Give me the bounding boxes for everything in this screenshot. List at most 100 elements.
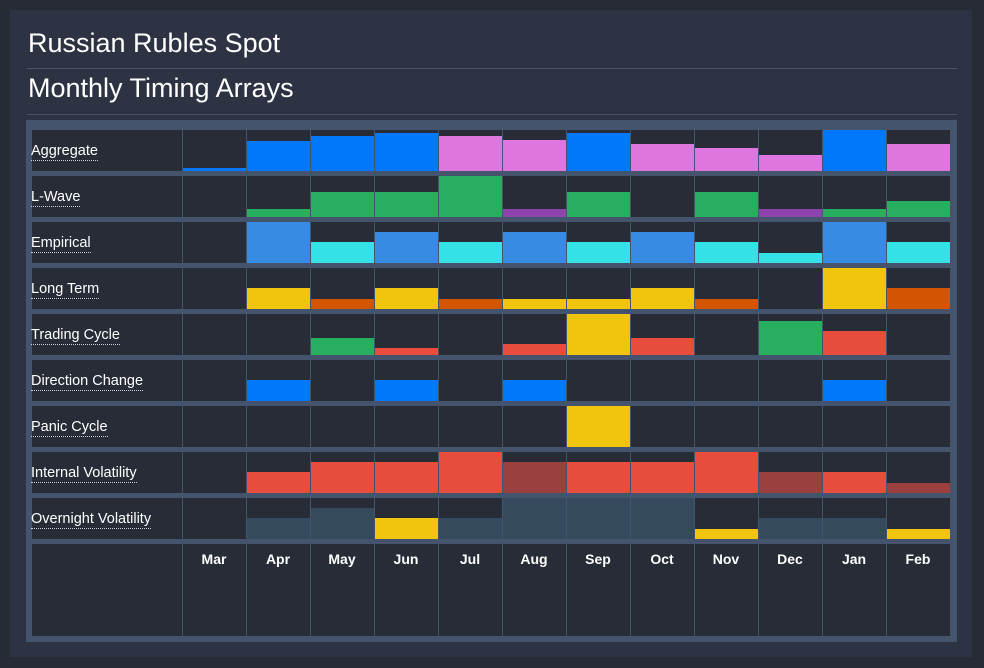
grid-cell bbox=[311, 406, 374, 447]
timing-bar bbox=[823, 209, 886, 217]
grid-cell bbox=[183, 498, 246, 539]
timing-bar bbox=[311, 192, 374, 217]
timing-bar bbox=[759, 253, 822, 263]
grid-cell bbox=[183, 452, 246, 493]
timing-bar bbox=[247, 288, 310, 309]
grid-cell bbox=[311, 360, 374, 401]
timing-bar bbox=[567, 314, 630, 355]
timing-bar bbox=[311, 462, 374, 493]
timing-bar bbox=[503, 232, 566, 263]
timing-bar bbox=[375, 192, 438, 217]
timing-bar bbox=[503, 299, 566, 309]
row-label[interactable]: Long Term bbox=[31, 281, 100, 299]
row-label[interactable]: Aggregate bbox=[31, 143, 98, 161]
timing-bar bbox=[247, 141, 310, 171]
row-label-cell bbox=[32, 452, 182, 493]
timing-bar bbox=[759, 209, 822, 217]
grid-cell bbox=[631, 360, 694, 401]
timing-bar bbox=[503, 380, 566, 401]
grid-cell bbox=[759, 268, 822, 309]
row-label[interactable]: Overnight Volatility bbox=[31, 511, 152, 529]
row-label[interactable]: Internal Volatility bbox=[31, 465, 137, 483]
timing-bar bbox=[247, 209, 310, 217]
timing-bar bbox=[247, 380, 310, 401]
timing-bar bbox=[567, 192, 630, 217]
grid-cell bbox=[503, 406, 566, 447]
timing-bar bbox=[311, 242, 374, 263]
grid-cell bbox=[375, 406, 438, 447]
timing-bar bbox=[759, 518, 822, 539]
row-label[interactable]: L-Wave bbox=[31, 189, 81, 207]
timing-bar bbox=[375, 133, 438, 171]
row-label[interactable]: Panic Cycle bbox=[31, 419, 108, 437]
timing-bar bbox=[375, 288, 438, 309]
timing-bar bbox=[823, 130, 886, 171]
timing-bar bbox=[311, 508, 374, 539]
month-cell bbox=[695, 544, 758, 636]
month-cell bbox=[439, 544, 502, 636]
timing-bar bbox=[503, 140, 566, 171]
page-title: Russian Rubles Spot bbox=[28, 28, 281, 58]
timing-bar bbox=[311, 136, 374, 171]
grid-cell bbox=[183, 314, 246, 355]
month-label-jul: Jul bbox=[459, 551, 481, 567]
subtitle-divider bbox=[27, 114, 957, 115]
timing-bar bbox=[631, 144, 694, 171]
month-cell bbox=[759, 544, 822, 636]
timing-bar bbox=[439, 136, 502, 171]
timing-bar bbox=[823, 268, 886, 309]
timing-bar bbox=[887, 288, 950, 309]
timing-bar bbox=[439, 518, 502, 539]
grid-cell bbox=[247, 406, 310, 447]
row-label-cell bbox=[32, 360, 182, 401]
month-label-feb: Feb bbox=[905, 551, 931, 567]
month-label-cell bbox=[32, 544, 182, 636]
timing-bar bbox=[695, 148, 758, 171]
timing-bar bbox=[887, 201, 950, 217]
grid-cell bbox=[439, 406, 502, 447]
month-label-mar: Mar bbox=[201, 551, 227, 567]
grid-cell bbox=[183, 130, 246, 171]
row-label[interactable]: Direction Change bbox=[31, 373, 144, 391]
month-cell bbox=[823, 544, 886, 636]
timing-bar bbox=[631, 338, 694, 355]
row-label[interactable]: Empirical bbox=[31, 235, 91, 253]
grid-cell bbox=[759, 406, 822, 447]
timing-bar bbox=[759, 472, 822, 493]
row-label-cell bbox=[32, 406, 182, 447]
timing-bar bbox=[823, 472, 886, 493]
row-label-cell bbox=[32, 498, 182, 539]
month-cell bbox=[631, 544, 694, 636]
timing-bar bbox=[887, 242, 950, 263]
timing-bar bbox=[247, 222, 310, 263]
timing-bar bbox=[503, 344, 566, 355]
timing-bar bbox=[823, 518, 886, 539]
timing-bar bbox=[375, 462, 438, 493]
month-label-nov: Nov bbox=[712, 551, 740, 567]
timing-bar bbox=[311, 299, 374, 309]
grid-cell bbox=[183, 360, 246, 401]
month-label-jun: Jun bbox=[393, 551, 419, 567]
grid-cell bbox=[183, 222, 246, 263]
month-label-jan: Jan bbox=[841, 551, 867, 567]
grid-cell bbox=[439, 360, 502, 401]
grid-cell bbox=[631, 176, 694, 217]
row-label-cell bbox=[32, 176, 182, 217]
month-cell bbox=[567, 544, 630, 636]
timing-bar bbox=[695, 452, 758, 493]
timing-bar bbox=[823, 331, 886, 355]
grid-cell bbox=[695, 314, 758, 355]
timing-bar bbox=[695, 529, 758, 539]
timing-bar bbox=[759, 155, 822, 171]
month-label-aug: Aug bbox=[520, 551, 548, 567]
timing-bar bbox=[567, 242, 630, 263]
grid-cell bbox=[567, 360, 630, 401]
timing-bar bbox=[183, 168, 246, 171]
row-label[interactable]: Trading Cycle bbox=[31, 327, 120, 345]
timing-bar bbox=[247, 518, 310, 539]
timing-bar bbox=[503, 498, 566, 539]
timing-bar bbox=[823, 222, 886, 263]
timing-bar bbox=[503, 462, 566, 493]
grid-cell bbox=[439, 314, 502, 355]
month-cell bbox=[183, 544, 246, 636]
